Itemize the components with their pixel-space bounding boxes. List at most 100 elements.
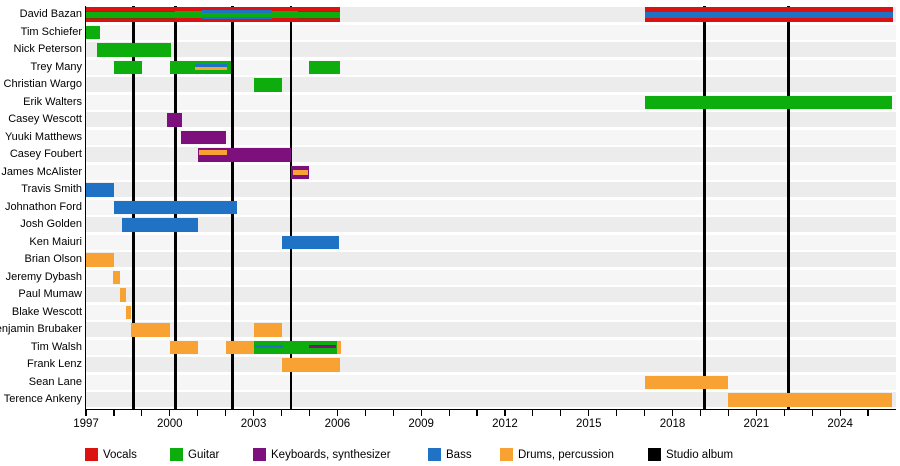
- axis-tick-label: 2018: [659, 417, 686, 430]
- axis-tick: [113, 410, 115, 416]
- member-label: Trey Many: [30, 60, 82, 73]
- bass-legend-swatch: [428, 448, 441, 461]
- timeline-bar: [225, 340, 254, 354]
- member-label: Brian Olson: [24, 253, 82, 266]
- axis-tick-label: 2000: [156, 417, 183, 430]
- axis-tick: [169, 410, 171, 416]
- axis-tick-label: 2003: [240, 417, 267, 430]
- row-lane: [86, 252, 896, 268]
- bar-stripe: [298, 18, 341, 23]
- axis-tick: [392, 410, 394, 416]
- timeline-bar: [309, 60, 341, 74]
- member-label: Yuuki Matthews: [4, 130, 82, 143]
- timeline-bar: [122, 218, 198, 232]
- row-lane: [86, 112, 896, 128]
- bar-overlay-stripe: [194, 66, 228, 70]
- member-label: Nick Peterson: [13, 43, 82, 56]
- axis-tick: [699, 410, 702, 416]
- bar-stripe: [271, 18, 299, 23]
- album-line: [787, 6, 790, 409]
- axis-tick: [839, 410, 841, 416]
- legend-label: Bass: [446, 449, 472, 461]
- axis-tick: [616, 410, 618, 416]
- member-label: Paul Mumaw: [18, 288, 82, 301]
- timeline-bar: [175, 7, 202, 23]
- row-lane: [86, 182, 896, 198]
- member-label: Tim Walsh: [30, 340, 82, 353]
- row-lane: [86, 77, 896, 93]
- legend-label: Keyboards, synthesizer: [271, 449, 391, 461]
- axis-tick-label: 1997: [73, 417, 99, 430]
- axis-tick: [532, 410, 534, 416]
- member-label: Blake Wescott: [11, 305, 82, 318]
- bar-stripe: [644, 7, 894, 12]
- album-legend-swatch: [648, 448, 661, 461]
- timeline-bar: [112, 270, 120, 284]
- timeline-bar: [271, 7, 299, 23]
- axis-tick-label: 2009: [408, 417, 434, 430]
- timeline-bar: [281, 235, 339, 249]
- timeline-bar: [644, 95, 892, 109]
- timeline-bar: [169, 340, 198, 354]
- bar-stripe: [175, 18, 202, 23]
- timeline-bar: [125, 305, 132, 319]
- axis-tick: [867, 410, 869, 416]
- row-lane: [86, 374, 896, 390]
- member-label: Erik Walters: [23, 95, 82, 108]
- bar-stripe: [201, 7, 272, 11]
- axis-tick-label: 2021: [743, 417, 770, 430]
- row-lane: [86, 199, 896, 215]
- member-label: James McAlister: [1, 165, 82, 178]
- bar-stripe: [86, 11, 176, 18]
- timeline-bar: [86, 25, 100, 39]
- bar-stripe: [86, 18, 176, 23]
- axis-tick: [336, 410, 338, 416]
- bar-overlay-stripe: [199, 150, 228, 156]
- member-label: Benjamin Brubaker: [0, 323, 82, 336]
- axis-tick: [308, 410, 311, 416]
- keyboards-legend-swatch: [253, 448, 266, 461]
- drums-legend-swatch: [500, 448, 513, 461]
- row-lane: [86, 164, 896, 180]
- timeline-bar: [291, 165, 310, 179]
- member-label: Jeremy Dybash: [5, 270, 82, 283]
- legend-label: Studio album: [666, 449, 734, 461]
- timeline-bar: [298, 7, 341, 23]
- axis-tick-label: 2015: [575, 417, 602, 430]
- member-label: David Bazan: [19, 8, 82, 21]
- row-lane: [86, 392, 896, 408]
- bar-stripe: [298, 10, 341, 12]
- row-lane: [86, 234, 896, 250]
- member-label: Christian Wargo: [3, 78, 82, 91]
- legend-label: Guitar: [188, 449, 220, 461]
- timeline-bar: [201, 7, 272, 23]
- axis-tick: [252, 410, 255, 416]
- bar-overlay-stripe: [292, 169, 309, 175]
- row-lane: [86, 304, 896, 320]
- legend-label: Vocals: [103, 449, 137, 461]
- axis-tick: [727, 410, 729, 416]
- row-lane: [86, 59, 896, 75]
- bar-stripe: [175, 11, 202, 19]
- bar-stripe: [86, 10, 176, 12]
- member-label: Casey Foubert: [9, 148, 82, 161]
- album-line: [290, 6, 293, 409]
- timeline-bar: [169, 60, 232, 74]
- row-lane: [86, 217, 896, 233]
- timeline-bar: [180, 130, 226, 144]
- member-label: Casey Wescott: [8, 113, 82, 126]
- bar-overlay-stripe: [309, 345, 336, 349]
- bar-stripe: [271, 7, 299, 12]
- guitar-legend-swatch: [170, 448, 183, 461]
- member-label: Josh Golden: [20, 218, 82, 231]
- axis-tick: [588, 410, 590, 416]
- row-lane: [86, 42, 896, 58]
- member-label: Johnathon Ford: [4, 200, 82, 213]
- timeline-bar: [644, 375, 729, 389]
- axis-tick: [671, 410, 674, 416]
- timeline-bar: [728, 393, 892, 407]
- bar-stripe: [175, 7, 202, 12]
- bar-stripe: [86, 17, 176, 19]
- timeline-bar: [86, 183, 114, 197]
- timeline-bar: [336, 340, 341, 354]
